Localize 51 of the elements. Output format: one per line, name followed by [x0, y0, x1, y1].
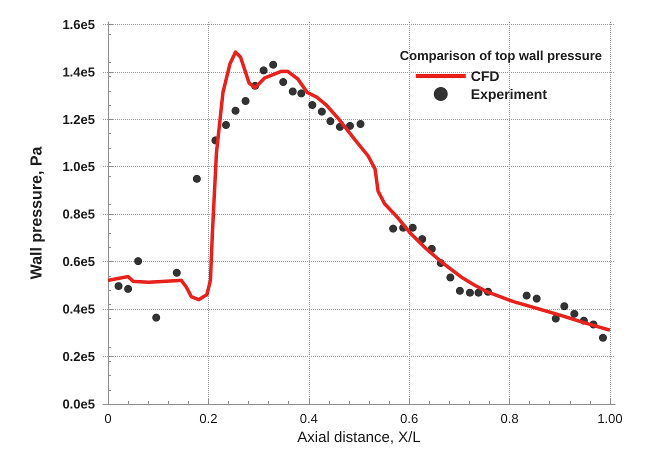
point [456, 286, 464, 295]
point [152, 314, 160, 322]
point [260, 66, 268, 74]
x-tick-label: 1.00 [597, 411, 623, 426]
y-tick-label: 0.8e5 [62, 206, 95, 222]
x-axis-title: Axial distance, X/L [297, 428, 421, 446]
point [232, 106, 240, 115]
y-tick-label: 0.4e5 [62, 302, 95, 317]
point [598, 334, 607, 342]
y-tick-label: 0.2e5 [62, 349, 95, 364]
point [308, 101, 316, 110]
point [570, 310, 578, 318]
point [242, 97, 250, 106]
y-tick-label: 0.6e5 [62, 254, 95, 270]
legend-title: Comparison of top wall pressure [400, 48, 602, 63]
x-tick-label: 0.4 [300, 411, 318, 426]
point [522, 292, 531, 300]
point [114, 282, 123, 290]
x-tick-label: 0.8 [500, 411, 519, 426]
line-series [106, 50, 612, 332]
point [560, 302, 568, 310]
point [222, 120, 230, 129]
point [466, 288, 474, 297]
point [389, 224, 398, 233]
point [532, 294, 541, 303]
point [172, 268, 181, 277]
point [474, 288, 482, 297]
point [356, 120, 365, 128]
point [346, 122, 354, 130]
point [326, 117, 334, 126]
point [269, 60, 278, 69]
y-tick-label: 0.0e5 [62, 396, 95, 412]
y-tick-label: 1.0e5 [62, 159, 95, 174]
x-tick-label: 0.2 [199, 411, 218, 426]
point [288, 88, 297, 96]
point [134, 257, 142, 266]
y-tick-label: 1.2e5 [62, 112, 95, 127]
point [318, 108, 326, 116]
x-tick-label: 0 [104, 411, 112, 426]
y-tick-label: 1.6e5 [62, 16, 95, 32]
x-tick-label: 0.6 [400, 411, 418, 426]
point [297, 89, 306, 98]
point [124, 284, 132, 293]
point [192, 174, 201, 183]
y-axis-title: Wall pressure, Pa [28, 146, 46, 280]
point [446, 274, 454, 282]
legend-label: Experiment [470, 86, 548, 102]
point [279, 78, 288, 86]
y-tick-label: 1.4e5 [62, 64, 95, 80]
legend-label: CFD [470, 68, 500, 84]
point [408, 224, 417, 232]
